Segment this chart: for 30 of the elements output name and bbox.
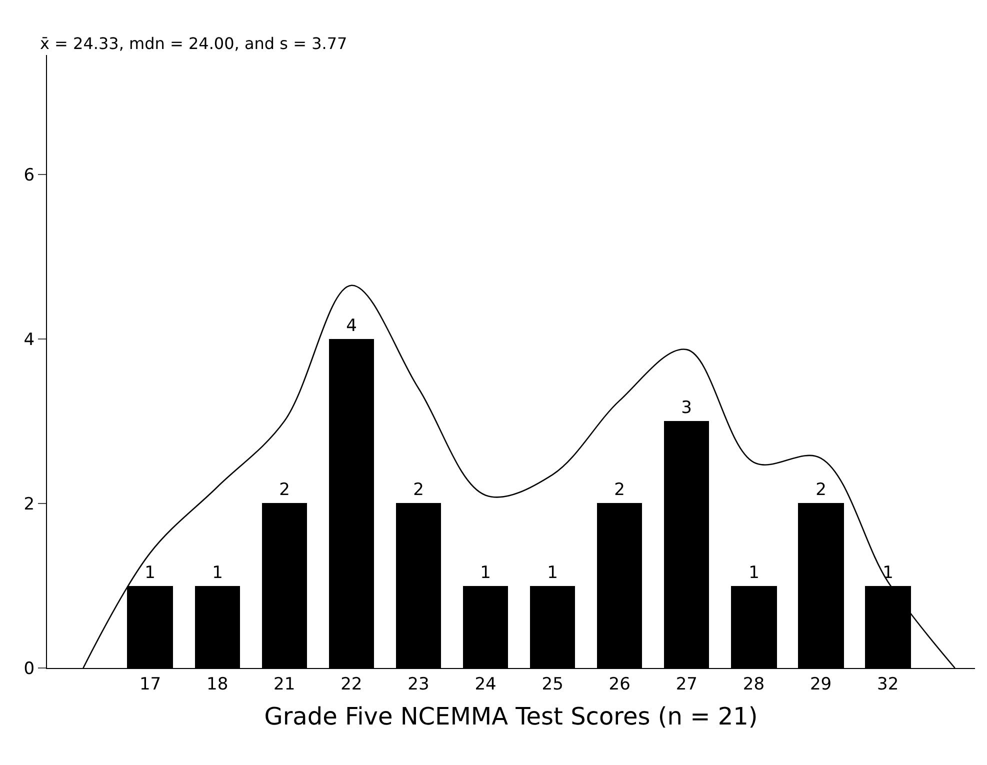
x-tick-label: 18 [206,674,228,694]
data-label: 1 [480,563,491,583]
data-label: 1 [212,563,223,583]
data-label: 2 [279,480,290,500]
x-tick-label: 32 [877,674,899,694]
x-tick-label: 29 [810,674,832,694]
x-tick-label: 27 [676,674,698,694]
x-tick-label: 26 [608,674,630,694]
data-label: 3 [681,398,692,418]
x-tick-label: 24 [474,674,496,694]
x-tick-label: 28 [742,674,765,694]
y-tick-label: 4 [24,330,35,350]
text: x̄ = 24.33, mdn = 24.00, and s = 3.77 [40,34,348,53]
data-label: 2 [614,480,625,500]
x-tick-label: 17 [139,674,162,694]
y-tick-label: 6 [24,165,35,186]
data-label: 2 [413,480,424,500]
x-tick-label: 22 [340,674,362,694]
data-label: 2 [816,480,826,500]
data-label: 4 [346,316,357,336]
x-tick-label: 21 [274,674,296,694]
y-tick-label: 2 [24,494,35,514]
data-label: 1 [748,563,760,583]
x-axis-title: Grade Five NCEMMA Test Scores (n = 21) [264,702,758,731]
data-label: 1 [144,563,156,583]
y-tick-label: 0 [24,658,35,679]
data-label: 1 [882,563,894,583]
data-label: 1 [547,563,558,583]
x-tick-label: 25 [542,674,564,694]
x-tick-label: 23 [408,674,430,694]
